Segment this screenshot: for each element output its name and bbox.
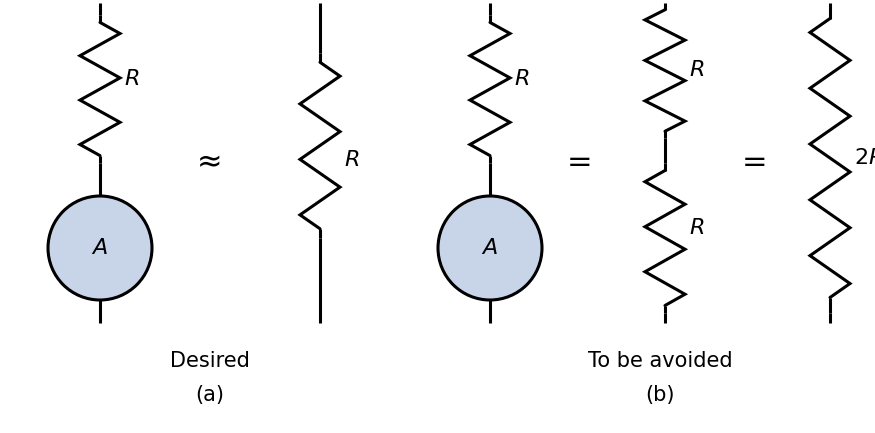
Text: =: = [742,149,768,178]
Circle shape [48,196,152,300]
Text: $R$: $R$ [344,149,360,171]
Text: To be avoided: To be avoided [588,351,732,371]
Text: $R$: $R$ [689,217,704,239]
Text: ≈: ≈ [197,149,223,178]
Text: $R$: $R$ [689,59,704,81]
Text: $R$: $R$ [514,68,529,90]
Text: (b): (b) [645,385,675,405]
Text: A: A [482,238,498,258]
Text: $R$: $R$ [124,68,139,90]
Text: (a): (a) [195,385,225,405]
Text: A: A [93,238,108,258]
Text: =: = [567,149,593,178]
Circle shape [438,196,542,300]
Text: Desired: Desired [170,351,250,371]
Text: $2R$: $2R$ [854,147,875,169]
